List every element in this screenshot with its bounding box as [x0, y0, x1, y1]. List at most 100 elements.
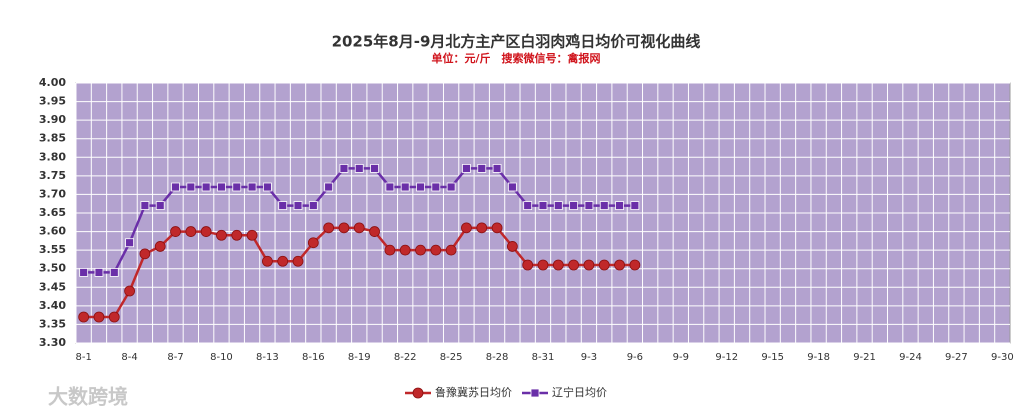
- legend-marker: [412, 387, 424, 399]
- y-tick-label: 4.00: [39, 76, 66, 89]
- y-tick-label: 3.70: [39, 187, 66, 200]
- x-tick-label: 9-27: [945, 352, 968, 363]
- marker: [354, 164, 364, 173]
- marker: [584, 201, 594, 210]
- legend-marker: [530, 388, 540, 398]
- marker: [293, 201, 303, 210]
- x-tick-label: 9-6: [627, 352, 643, 363]
- marker: [415, 244, 426, 256]
- marker: [538, 201, 548, 210]
- marker: [185, 226, 197, 237]
- marker: [200, 226, 212, 237]
- marker: [216, 229, 227, 241]
- marker: [324, 182, 334, 192]
- marker: [186, 182, 196, 192]
- marker: [94, 268, 104, 277]
- marker: [247, 182, 257, 192]
- marker: [171, 182, 180, 192]
- marker: [568, 259, 580, 271]
- marker: [338, 222, 350, 234]
- marker: [599, 201, 609, 210]
- chart-subtitle: 单位：元/斤 搜索微信号：禽报网: [431, 51, 600, 65]
- y-tick-label: 3.35: [39, 317, 66, 330]
- x-tick-label: 9-12: [715, 352, 738, 363]
- marker: [416, 182, 425, 192]
- marker: [523, 201, 533, 210]
- marker: [537, 259, 549, 271]
- marker: [217, 182, 226, 192]
- marker: [78, 311, 90, 323]
- marker: [140, 201, 150, 210]
- y-tick-label: 3.75: [39, 169, 66, 182]
- marker: [154, 241, 166, 252]
- y-tick-label: 3.65: [39, 206, 66, 219]
- y-tick-label: 3.55: [39, 243, 66, 256]
- marker: [124, 285, 135, 297]
- marker: [139, 248, 151, 260]
- x-tick-label: 8-28: [486, 352, 509, 363]
- marker: [323, 222, 335, 234]
- marker: [277, 255, 289, 267]
- x-tick-label: 9-3: [581, 352, 597, 363]
- y-tick-label: 3.50: [39, 262, 66, 275]
- x-tick-label: 9-15: [761, 352, 784, 363]
- marker: [125, 238, 134, 248]
- marker: [201, 182, 211, 192]
- marker: [506, 241, 518, 252]
- marker: [583, 259, 595, 271]
- marker: [630, 201, 640, 210]
- legend-label: 辽宁日均价: [552, 385, 607, 399]
- marker: [292, 255, 304, 267]
- x-tick-label: 8-1: [75, 352, 91, 363]
- y-tick-label: 3.30: [39, 336, 66, 349]
- marker: [492, 164, 502, 173]
- marker: [476, 222, 488, 234]
- marker: [93, 311, 105, 323]
- marker: [629, 259, 641, 271]
- marker: [108, 311, 120, 323]
- x-tick-label: 8-4: [121, 352, 137, 363]
- marker: [170, 226, 181, 237]
- marker: [598, 259, 610, 271]
- marker: [400, 182, 410, 192]
- marker: [232, 182, 242, 192]
- x-tick-label: 8-10: [210, 352, 233, 363]
- marker: [369, 226, 380, 237]
- marker: [462, 164, 471, 173]
- x-tick-label: 8-7: [167, 352, 183, 363]
- marker: [339, 164, 349, 173]
- watermark: 大数跨境: [48, 385, 128, 409]
- marker: [615, 201, 624, 210]
- marker: [246, 229, 258, 241]
- marker: [308, 201, 318, 210]
- y-tick-label: 3.40: [39, 299, 66, 312]
- x-tick-label: 9-21: [853, 352, 876, 363]
- y-tick-label: 3.80: [39, 150, 66, 163]
- x-tick-label: 9-30: [991, 352, 1014, 363]
- marker: [79, 268, 89, 277]
- marker: [261, 255, 273, 267]
- marker: [431, 182, 441, 192]
- marker: [477, 164, 487, 173]
- legend-label: 鲁豫冀苏日均价: [435, 385, 512, 399]
- marker: [278, 201, 288, 210]
- marker: [384, 244, 396, 256]
- marker: [461, 222, 472, 234]
- marker: [553, 201, 563, 210]
- marker: [614, 259, 625, 271]
- marker: [262, 182, 272, 192]
- x-tick-label: 8-13: [256, 352, 279, 363]
- marker: [385, 182, 395, 192]
- marker: [522, 259, 534, 271]
- marker: [569, 201, 579, 210]
- marker: [446, 182, 456, 192]
- marker: [507, 182, 517, 192]
- marker: [155, 201, 165, 210]
- x-tick-label: 8-31: [532, 352, 555, 363]
- y-tick-label: 3.95: [39, 95, 66, 108]
- y-tick-label: 3.90: [39, 113, 66, 126]
- x-tick-label: 8-19: [348, 352, 371, 363]
- marker: [370, 164, 379, 173]
- x-tick-label: 8-16: [302, 352, 325, 363]
